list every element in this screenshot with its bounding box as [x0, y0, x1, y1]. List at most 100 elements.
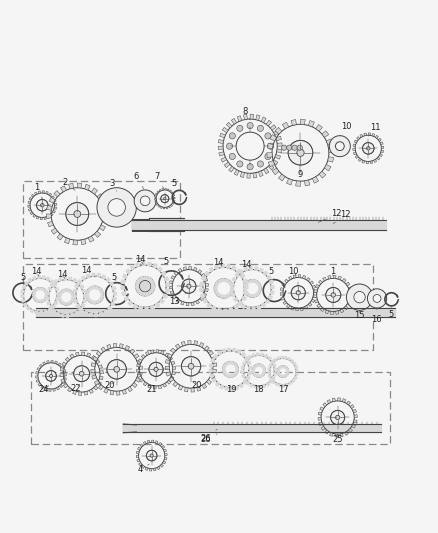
- Polygon shape: [156, 204, 158, 205]
- Circle shape: [291, 145, 297, 150]
- Polygon shape: [61, 290, 64, 293]
- Polygon shape: [223, 295, 225, 298]
- Polygon shape: [283, 366, 284, 368]
- Polygon shape: [191, 388, 194, 392]
- Polygon shape: [176, 299, 180, 303]
- Polygon shape: [231, 293, 234, 297]
- Polygon shape: [231, 375, 233, 377]
- Text: 26: 26: [200, 429, 217, 442]
- Polygon shape: [224, 387, 227, 390]
- Polygon shape: [214, 288, 216, 289]
- Polygon shape: [61, 379, 65, 383]
- Polygon shape: [157, 466, 160, 470]
- Polygon shape: [268, 164, 273, 170]
- Polygon shape: [48, 287, 51, 290]
- Polygon shape: [228, 293, 231, 295]
- Circle shape: [286, 145, 291, 150]
- Polygon shape: [47, 215, 50, 219]
- Polygon shape: [295, 369, 297, 372]
- Polygon shape: [78, 280, 81, 284]
- Polygon shape: [273, 368, 276, 370]
- Polygon shape: [217, 309, 221, 312]
- Polygon shape: [218, 140, 223, 143]
- Polygon shape: [325, 139, 332, 144]
- Polygon shape: [239, 384, 243, 387]
- Polygon shape: [153, 468, 155, 471]
- Polygon shape: [276, 143, 282, 146]
- Polygon shape: [158, 267, 162, 271]
- Polygon shape: [270, 291, 273, 294]
- Polygon shape: [172, 295, 176, 299]
- Polygon shape: [83, 300, 86, 302]
- Polygon shape: [161, 271, 166, 276]
- Polygon shape: [94, 231, 100, 237]
- Polygon shape: [265, 120, 271, 126]
- Circle shape: [236, 161, 242, 167]
- Polygon shape: [95, 360, 100, 364]
- Text: 3: 3: [110, 179, 117, 191]
- Polygon shape: [136, 364, 140, 367]
- Polygon shape: [32, 293, 35, 294]
- Polygon shape: [208, 268, 213, 272]
- Polygon shape: [172, 203, 174, 204]
- Polygon shape: [21, 299, 25, 302]
- Text: 1: 1: [34, 183, 42, 199]
- Polygon shape: [209, 364, 212, 367]
- Polygon shape: [266, 153, 272, 157]
- Polygon shape: [304, 305, 307, 309]
- Circle shape: [134, 190, 155, 212]
- Polygon shape: [44, 217, 46, 220]
- Polygon shape: [73, 295, 76, 298]
- Polygon shape: [252, 369, 254, 370]
- Polygon shape: [93, 286, 95, 288]
- Polygon shape: [172, 367, 175, 369]
- Polygon shape: [223, 372, 226, 374]
- Polygon shape: [241, 296, 246, 301]
- Circle shape: [49, 374, 53, 377]
- Polygon shape: [279, 293, 283, 295]
- Polygon shape: [170, 291, 173, 294]
- Polygon shape: [89, 287, 92, 290]
- Text: 14: 14: [241, 260, 251, 269]
- Polygon shape: [166, 380, 170, 384]
- Polygon shape: [137, 279, 140, 282]
- Polygon shape: [339, 433, 343, 437]
- Polygon shape: [311, 285, 315, 288]
- Text: 5: 5: [20, 273, 25, 282]
- Polygon shape: [172, 372, 175, 375]
- Polygon shape: [255, 375, 257, 377]
- Polygon shape: [379, 142, 382, 144]
- Polygon shape: [261, 366, 263, 367]
- Polygon shape: [64, 374, 67, 376]
- Polygon shape: [245, 282, 247, 285]
- Polygon shape: [274, 155, 280, 159]
- Polygon shape: [169, 286, 172, 289]
- Polygon shape: [202, 299, 207, 303]
- Polygon shape: [353, 420, 356, 423]
- Polygon shape: [225, 362, 227, 365]
- Circle shape: [290, 286, 304, 300]
- Polygon shape: [135, 378, 140, 382]
- Polygon shape: [266, 383, 269, 386]
- Text: 14: 14: [213, 257, 223, 266]
- Polygon shape: [135, 288, 138, 290]
- Polygon shape: [318, 280, 321, 284]
- Polygon shape: [149, 219, 184, 231]
- Polygon shape: [285, 374, 287, 376]
- Polygon shape: [99, 288, 101, 290]
- Polygon shape: [236, 269, 240, 273]
- Polygon shape: [74, 300, 77, 303]
- Polygon shape: [247, 361, 250, 365]
- Circle shape: [139, 280, 151, 292]
- Polygon shape: [254, 374, 255, 376]
- Circle shape: [163, 198, 166, 200]
- Polygon shape: [265, 300, 269, 304]
- Polygon shape: [259, 364, 260, 366]
- Polygon shape: [97, 287, 99, 289]
- Polygon shape: [110, 391, 113, 395]
- Polygon shape: [36, 379, 39, 382]
- Polygon shape: [243, 286, 245, 287]
- Polygon shape: [231, 266, 235, 270]
- Polygon shape: [86, 297, 88, 298]
- Polygon shape: [272, 168, 278, 175]
